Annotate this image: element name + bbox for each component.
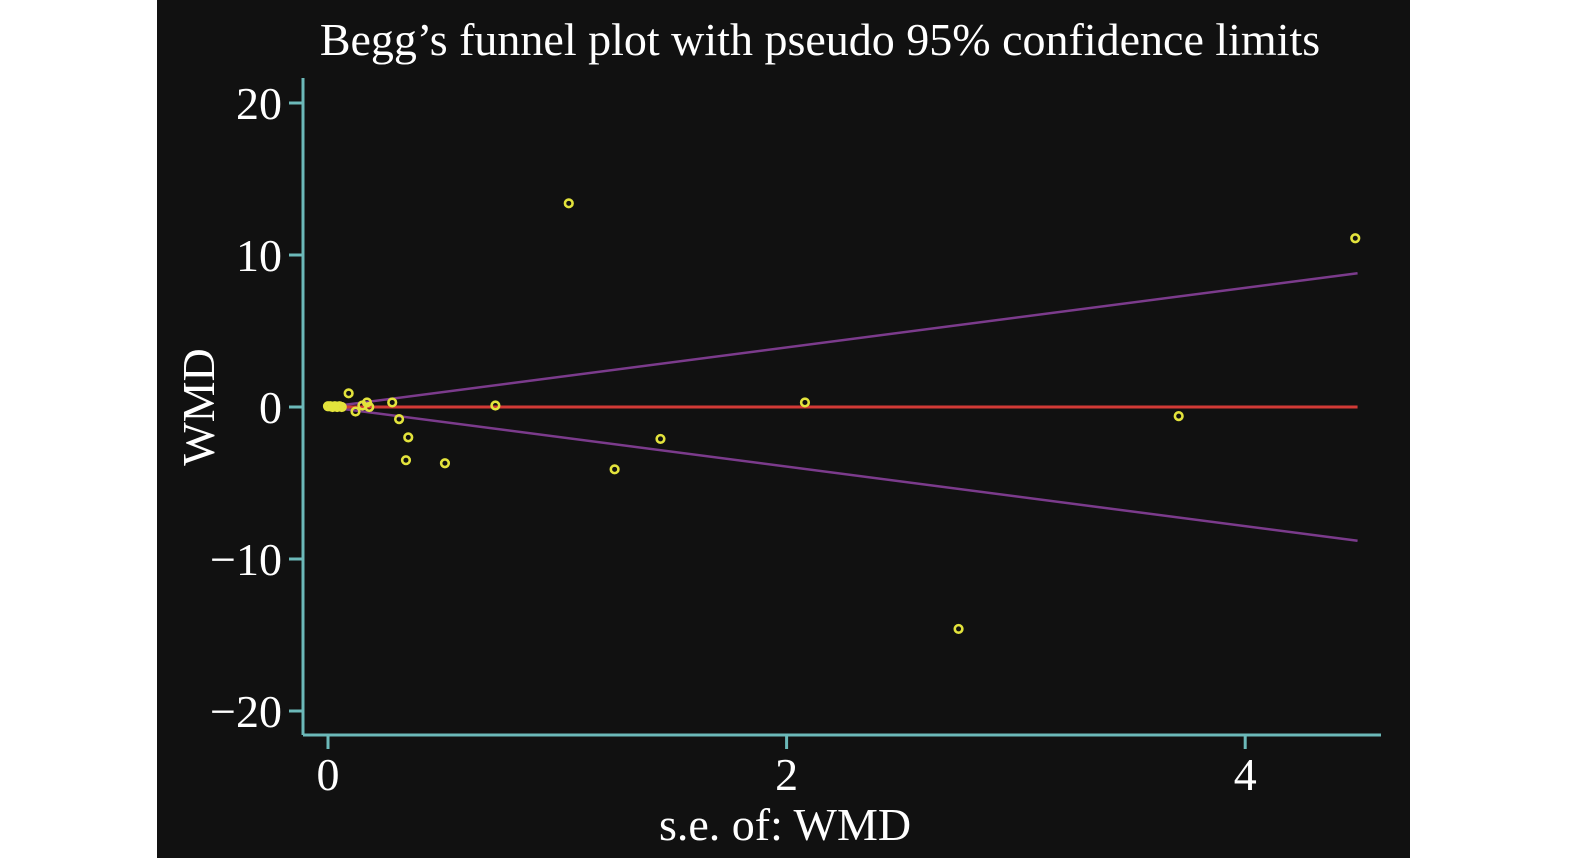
data-point xyxy=(400,455,412,466)
lower-confidence-limit-line xyxy=(327,405,1358,543)
chart-title: Begg’s funnel plot with pseudo 95% confi… xyxy=(320,14,1320,65)
data-point xyxy=(490,400,501,411)
data-point xyxy=(403,432,414,443)
x-tick-label: 0 xyxy=(317,749,340,800)
data-point xyxy=(1173,411,1184,422)
data-point xyxy=(609,464,620,475)
data-point xyxy=(799,397,811,408)
y-tick-label: −20 xyxy=(210,686,282,737)
data-point xyxy=(1350,233,1361,244)
x-tick-label: 4 xyxy=(1234,749,1257,800)
y-tick-label: −10 xyxy=(210,534,282,585)
data-point xyxy=(439,458,451,469)
data-point xyxy=(393,414,405,425)
data-point xyxy=(387,397,398,408)
y-tick-label: 20 xyxy=(236,78,282,129)
upper-confidence-limit-line xyxy=(327,271,1358,409)
y-tick-label: 10 xyxy=(236,230,282,281)
data-point xyxy=(563,198,574,209)
plot-background xyxy=(157,0,1410,858)
x-axis-label: s.e. of: WMD xyxy=(659,799,911,850)
data-point xyxy=(350,406,361,417)
data-point xyxy=(953,623,964,635)
data-point xyxy=(336,401,347,413)
data-point xyxy=(364,401,375,413)
y-tick-label: 0 xyxy=(259,382,282,433)
data-point xyxy=(343,388,354,399)
data-point xyxy=(655,433,666,445)
y-axis-label: WMD xyxy=(173,348,224,466)
x-tick-label: 2 xyxy=(775,749,798,800)
